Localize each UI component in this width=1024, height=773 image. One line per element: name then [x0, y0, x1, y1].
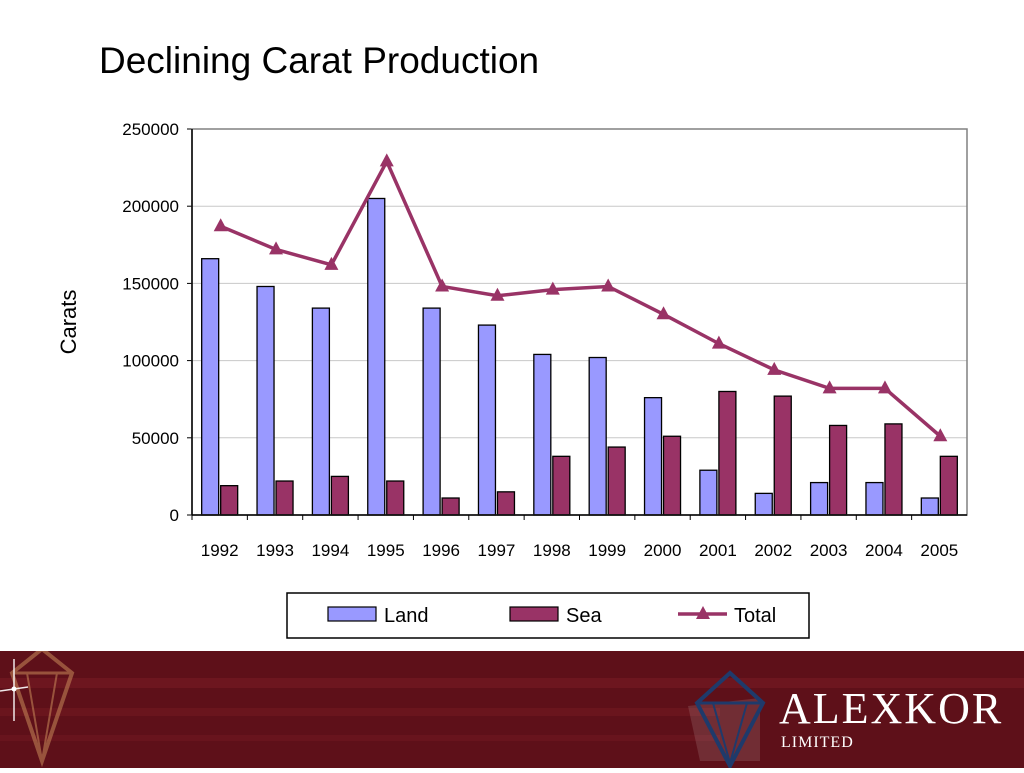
- footer-background: [0, 651, 1024, 768]
- bar-sea: [718, 390, 737, 516]
- bar-sea: [330, 475, 350, 516]
- total-point: [269, 241, 284, 255]
- bar-sea: [275, 480, 294, 516]
- bar-sea: [773, 395, 792, 516]
- bar-land: [367, 197, 386, 516]
- x-tick-label: 1995: [367, 541, 405, 560]
- bar-land: [311, 307, 331, 516]
- x-tick-label: 2001: [699, 541, 737, 560]
- x-tick-label: 2003: [810, 541, 848, 560]
- bar-land: [699, 469, 718, 516]
- bar-sea: [884, 423, 903, 516]
- x-tick-label: 1992: [201, 541, 239, 560]
- bar-land: [865, 481, 884, 516]
- x-tick-label: 2002: [754, 541, 792, 560]
- grid-lines: [192, 128, 967, 439]
- footer-stripe: [0, 735, 720, 741]
- y-tick-label: 150000: [122, 274, 179, 293]
- total-point: [324, 256, 339, 270]
- legend: Land Sea Total: [286, 592, 810, 639]
- x-tick-label: 2004: [865, 541, 903, 560]
- footer-stripe: [0, 678, 1024, 688]
- total-point: [656, 306, 671, 320]
- bar-land: [533, 353, 552, 516]
- legend-swatch-land: [327, 606, 377, 622]
- total-point: [213, 218, 228, 232]
- total-point: [711, 335, 726, 349]
- bar-land: [201, 258, 220, 516]
- x-tick-label: 1999: [588, 541, 626, 560]
- x-tick-label: 1994: [311, 541, 349, 560]
- y-tick-label: 100000: [122, 352, 179, 371]
- total-point: [877, 380, 892, 394]
- y-tick-label: 0: [170, 506, 179, 525]
- x-tick-label: 1998: [533, 541, 571, 560]
- total-point: [545, 281, 560, 295]
- legend-label-sea: Sea: [566, 605, 602, 627]
- footer-band: [0, 646, 1024, 771]
- bar-sea: [607, 446, 626, 516]
- bar-land: [477, 324, 497, 516]
- x-tick-label: 1997: [478, 541, 516, 560]
- axes: 0 50000 100000 150000 200000 250000 Carats 1992…: [56, 120, 968, 560]
- bar-land: [588, 356, 607, 516]
- bar-sea: [939, 455, 958, 516]
- footer-stripe: [0, 708, 720, 716]
- bar-sea: [386, 480, 405, 516]
- bar-sea: [441, 497, 460, 516]
- bar-sea: [220, 485, 239, 516]
- total-point: [379, 153, 394, 167]
- total-point: [767, 361, 782, 375]
- total-point: [822, 380, 837, 394]
- bar-land: [809, 481, 829, 516]
- legend-swatch-sea: [509, 606, 559, 622]
- total-point: [933, 428, 948, 442]
- y-axis-label: Carats: [56, 290, 81, 355]
- brand-name: ALEXKOR: [779, 684, 1004, 733]
- bar-sea: [828, 424, 848, 516]
- bar-land: [920, 497, 939, 516]
- plot-area-border: [191, 128, 968, 516]
- legend-label-total: Total: [734, 605, 776, 627]
- total-line: [213, 153, 948, 442]
- total-point: [601, 278, 616, 292]
- bar-sea: [662, 435, 682, 516]
- bar-land: [256, 285, 275, 516]
- bar-land: [422, 307, 441, 516]
- diamond-watermark-icon: [9, 646, 75, 768]
- bar-sea: [552, 455, 571, 516]
- x-tick-label: 2005: [920, 541, 958, 560]
- x-tick-label: 1996: [422, 541, 460, 560]
- bar-land: [754, 492, 773, 516]
- total-point: [490, 287, 505, 301]
- legend-marker-total: [696, 606, 710, 619]
- bars: [201, 197, 958, 516]
- total-point: [435, 278, 450, 292]
- alexkor-logo-icon: [694, 670, 766, 771]
- total-series-line: [220, 157, 942, 438]
- y-tick-label: 50000: [132, 429, 179, 448]
- production-chart: 0 50000 100000 150000 200000 250000 Carats 1992…: [56, 120, 968, 639]
- y-tick-label: 250000: [122, 120, 179, 139]
- y-tick-label: 200000: [122, 197, 179, 216]
- x-tick-label: 1993: [256, 541, 294, 560]
- bar-sea: [496, 491, 516, 516]
- brand-subtitle: LIMITED: [781, 734, 854, 751]
- x-tick-label: 2000: [644, 541, 682, 560]
- sparkle-icon: [0, 659, 29, 721]
- legend-label-land: Land: [384, 605, 429, 627]
- bar-land: [643, 397, 663, 516]
- slide-title: Declining Carat Production: [99, 40, 540, 81]
